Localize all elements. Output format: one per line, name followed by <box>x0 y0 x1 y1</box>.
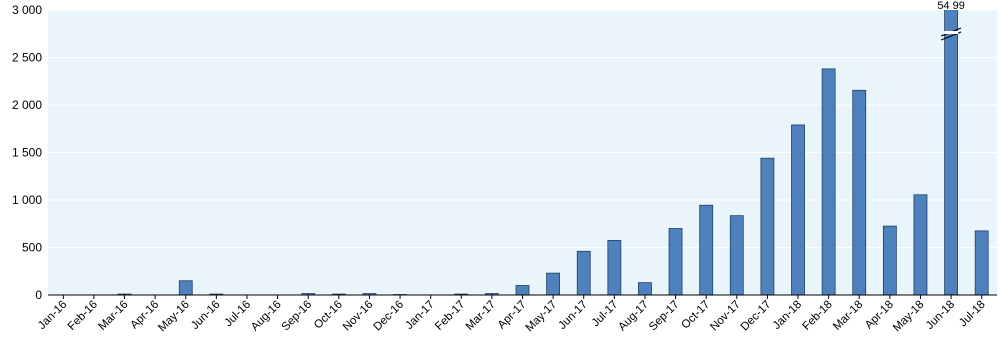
x-tick-label: Jan-17 <box>403 299 436 332</box>
x-tick-label: Aug-17 <box>616 299 651 334</box>
x-tick-label: Feb-18 <box>800 299 834 333</box>
bar <box>730 216 743 295</box>
bar <box>883 226 896 295</box>
bar <box>577 251 590 295</box>
y-tick-label: 1 000 <box>12 193 42 207</box>
x-tick-label: Jan-18 <box>771 299 804 332</box>
x-tick-label: Oct-16 <box>312 299 345 332</box>
x-tick-label: May-18 <box>891 299 927 335</box>
x-tick-label: Feb-17 <box>433 299 467 333</box>
x-tick-label: May-17 <box>524 299 560 335</box>
y-tick-label: 1 500 <box>12 146 42 160</box>
x-tick-label: Jun-16 <box>189 299 222 332</box>
y-tick-label: 2 500 <box>12 51 42 65</box>
bar <box>608 240 621 295</box>
y-tick-label: 2 000 <box>12 98 42 112</box>
value-label: 54 99 <box>937 0 965 12</box>
x-tick-label: Jun-18 <box>924 299 957 332</box>
y-tick-label: 500 <box>22 241 42 255</box>
x-tick-label: Sep-16 <box>280 299 315 334</box>
bar <box>669 229 682 296</box>
bar <box>700 205 713 295</box>
bar <box>792 125 805 295</box>
bar <box>516 286 529 296</box>
y-tick-label: 3 000 <box>12 3 42 17</box>
x-tick-label: Sep-17 <box>647 299 682 334</box>
bar <box>822 69 835 295</box>
bar <box>547 273 560 295</box>
bar <box>853 90 866 295</box>
x-tick-label: May-16 <box>156 299 192 335</box>
bar <box>638 283 651 295</box>
x-tick-label: Jun-17 <box>556 299 589 332</box>
bar <box>975 231 988 295</box>
x-tick-label: Mar-18 <box>831 299 865 333</box>
x-tick-label: Dec-17 <box>739 299 774 334</box>
x-tick-label: Mar-16 <box>96 299 130 333</box>
bar <box>179 281 192 295</box>
x-tick-label: Jan-16 <box>36 299 69 332</box>
bar <box>761 158 774 295</box>
y-tick-label: 0 <box>35 288 42 302</box>
axis-break-gap <box>944 31 958 34</box>
x-tick-label: Nov-17 <box>708 299 743 334</box>
bar <box>914 195 927 295</box>
x-tick-label: Oct-17 <box>679 299 712 332</box>
bar <box>945 0 958 295</box>
x-tick-label: Dec-16 <box>371 299 406 334</box>
x-tick-label: Aug-16 <box>249 299 284 334</box>
x-tick-label: Jul-18 <box>957 299 988 330</box>
x-tick-label: Mar-17 <box>464 299 498 333</box>
x-tick-label: Feb-16 <box>66 299 100 333</box>
x-tick-label: Nov-16 <box>341 299 376 334</box>
